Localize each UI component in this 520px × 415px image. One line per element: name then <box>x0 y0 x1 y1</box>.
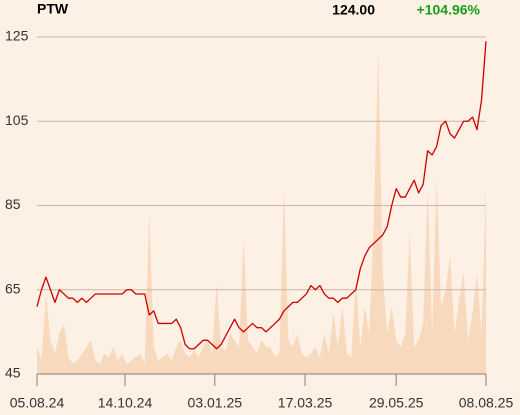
x-tick-label: 14.10.24 <box>98 395 153 411</box>
x-tick-label: 29.05.25 <box>369 395 424 411</box>
x-tick-label: 05.08.24 <box>10 395 65 411</box>
y-tick-label: 105 <box>5 112 29 128</box>
x-tick-label: 17.03.25 <box>278 395 333 411</box>
chart-title: PTW <box>37 1 69 17</box>
volume-area <box>37 50 486 374</box>
price-line <box>36 41 487 350</box>
y-tick-label: 85 <box>5 196 21 212</box>
x-tick-label: 08.08.25 <box>459 395 514 411</box>
y-tick-label: 125 <box>5 28 29 44</box>
x-tick-label: 03.01.25 <box>188 395 243 411</box>
price-change: +104.96% <box>417 2 481 18</box>
y-tick-label: 65 <box>5 280 21 296</box>
last-price: 124.00 <box>332 2 375 18</box>
y-tick-label: 45 <box>5 365 21 381</box>
